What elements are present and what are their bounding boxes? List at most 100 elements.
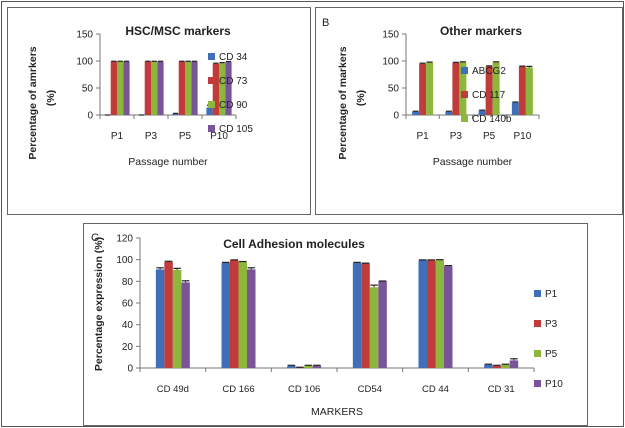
panel-c: C Cell Adhesion molecules 0 20 40 60 80 100 120 C… (83, 223, 588, 426)
legend-swatch (534, 350, 541, 357)
y-tick-label: 150 (76, 30, 93, 41)
legend-label: CD 90 (219, 100, 248, 111)
x-axis-label: Passage number (433, 156, 513, 168)
bar (144, 61, 151, 115)
x-axis-label: Passage number (128, 156, 208, 168)
chart-cell-adhesion-molecules: C Cell Adhesion molecules 0 20 40 60 80 100 120 C… (91, 232, 563, 418)
panel-a: HSC/MSC markers 0 50 100 150 P1 P3 P5 P10 Passage… (7, 7, 311, 215)
bar (426, 62, 434, 115)
legend-label: P10 (545, 379, 563, 390)
legend-swatch (534, 320, 541, 327)
legend-swatch (534, 290, 541, 297)
y-tick-label: 100 (116, 255, 133, 266)
bar (445, 111, 453, 115)
bar (444, 266, 453, 368)
y-axis-label-unit: (%) (45, 90, 57, 106)
x-category-label: P5 (179, 131, 192, 142)
x-category-label: P1 (417, 131, 430, 142)
legend-label: ABCG2 (472, 66, 506, 77)
chart-other-markers: B Other markers 0 50 100 150 P1 P3 P5 P10 Passage … (322, 17, 540, 168)
chart-hsc-msc-markers: HSC/MSC markers 0 50 100 150 P1 P3 P5 P10 Passage… (27, 24, 253, 168)
bar (151, 61, 158, 115)
bar (459, 62, 467, 115)
bar (117, 61, 124, 115)
x-category-label: P3 (450, 131, 463, 142)
bar (518, 66, 526, 115)
bar (492, 365, 502, 368)
legend-swatch (208, 53, 215, 60)
chart-title: HSC/MSC markers (125, 24, 231, 38)
y-tick-label: 20 (122, 342, 134, 353)
legend-label: CD 117 (472, 90, 506, 101)
bar (369, 287, 379, 368)
y-tick-label: 50 (82, 84, 94, 95)
y-tick-label: 0 (87, 111, 93, 122)
y-tick-label: 100 (76, 57, 93, 68)
bar (511, 102, 519, 115)
bar (219, 63, 226, 115)
y-tick-label: 120 (116, 234, 133, 245)
y-tick-label: 50 (388, 84, 400, 95)
bar (525, 67, 533, 115)
legend-swatch (208, 125, 215, 132)
bar (185, 61, 192, 115)
bar (452, 62, 460, 115)
legend-swatch (534, 380, 541, 387)
y-axis-label: Percentage of markers (337, 46, 349, 159)
y-tick-label: 0 (127, 364, 133, 375)
legend-swatch (208, 101, 215, 108)
x-category-label: CD 106 (288, 384, 320, 395)
bar (312, 365, 322, 368)
bar (191, 61, 198, 115)
bar (484, 364, 493, 368)
bar (485, 66, 493, 115)
legend-swatch (461, 67, 468, 74)
x-category-label: CD54 (358, 384, 382, 395)
bar (230, 260, 239, 368)
bar (287, 365, 296, 368)
bar (225, 62, 232, 115)
legend-label: CD 34 (219, 52, 248, 63)
legend-label: CD 73 (219, 76, 248, 87)
legend-label: P3 (545, 319, 558, 330)
legend-swatch (461, 91, 468, 98)
bar (492, 62, 500, 115)
legend-swatch (208, 77, 215, 84)
bar (178, 61, 185, 115)
x-category-label: CD 166 (222, 384, 254, 395)
bar (247, 269, 256, 368)
bar (419, 63, 427, 115)
bar (304, 365, 313, 368)
x-category-label: CD 49d (157, 384, 189, 395)
bar (212, 63, 219, 115)
y-tick-label: 60 (122, 299, 134, 310)
legend-swatch (461, 115, 468, 122)
bar (221, 262, 230, 368)
y-tick-label: 150 (382, 30, 399, 41)
legend-label: CD 140b (472, 114, 512, 125)
bar (435, 260, 444, 368)
x-axis-label: MARKERS (311, 406, 363, 418)
y-tick-label: 80 (122, 277, 134, 288)
chart-title: Cell Adhesion molecules (223, 237, 365, 251)
bar (418, 260, 427, 368)
x-category-label: P1 (111, 131, 124, 142)
x-category-label: P3 (145, 131, 158, 142)
x-category-label: P10 (513, 131, 531, 142)
bar (361, 263, 370, 368)
chart-title: Other markers (440, 24, 522, 38)
bar (501, 364, 510, 368)
bar (181, 282, 190, 368)
panel-label: B (322, 17, 329, 29)
bar (110, 61, 117, 115)
y-tick-label: 100 (382, 57, 399, 68)
legend-label: P1 (545, 289, 558, 300)
bar (378, 281, 387, 368)
x-category-label: CD 44 (422, 384, 449, 395)
legend-label: P5 (545, 349, 558, 360)
bar (352, 262, 362, 368)
bar (206, 107, 213, 115)
bar (478, 110, 486, 115)
y-tick-label: 0 (393, 111, 399, 122)
